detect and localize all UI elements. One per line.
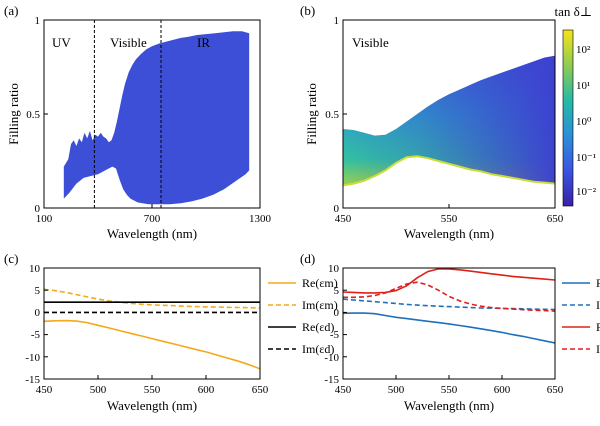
panel-c-xlabel: Wavelength (nm) xyxy=(107,398,197,413)
legend-entry: Re(εm) xyxy=(302,276,338,290)
panel-c-ytick-0: 0 xyxy=(35,307,41,319)
panel-d-ytick-m5: -5 xyxy=(330,329,340,341)
panel-b-ylabel: Filling ratio xyxy=(304,83,319,145)
panel-b-xtick-450: 450 xyxy=(335,213,352,225)
panel-a: (a) UV Visible IR 0 0.5 1 100 700 1300 W… xyxy=(4,3,272,241)
panel-a-ir-label: IR xyxy=(197,35,210,50)
panel-d-xlabel: Wavelength (nm) xyxy=(404,398,494,413)
panel-b-xtick-650: 650 xyxy=(547,213,564,225)
panel-b-ytick-0: 0 xyxy=(334,203,340,215)
panel-d-series-1 xyxy=(343,298,555,311)
panel-a-uv-label: UV xyxy=(52,35,71,50)
panel-c-legend: Re(εm) Im(εm) Re(εd) Im(εd) xyxy=(268,276,338,356)
panel-d: (d) 10 5 0 -5 -10 -15 450 500 550 600 65… xyxy=(300,251,600,413)
panel-c: (c) 10 5 0 -5 -10 -15 450 500 550 600 65… xyxy=(4,251,338,413)
panel-b-label: (b) xyxy=(300,3,315,18)
panel-c-ytick-5: 5 xyxy=(35,285,41,297)
panel-d-xtick-500: 500 xyxy=(388,384,405,396)
panel-c-series-0 xyxy=(44,319,260,370)
panel-d-ytick-10: 10 xyxy=(328,263,340,275)
panel-a-ytick-1: 1 xyxy=(35,15,41,27)
panel-a-ytick-0: 0 xyxy=(35,203,41,215)
panel-a-visible-label: Visible xyxy=(110,35,147,50)
legend-entry: Re(ε∥) xyxy=(596,276,600,290)
panel-c-xtick-500: 500 xyxy=(90,384,107,396)
panel-d-xtick-550: 550 xyxy=(441,384,458,396)
panel-a-xtick-100: 100 xyxy=(36,213,53,225)
panel-b-colorbar-tick-4: 10⁻¹ xyxy=(576,152,596,164)
panel-b-colorbar-tick-3: 10⁰ xyxy=(576,116,592,128)
panel-d-ytick-m10: -10 xyxy=(324,352,339,364)
panel-b-colorbar-tick-2: 10¹ xyxy=(576,80,590,92)
panel-a-filling-area xyxy=(63,31,250,205)
panel-c-ytick-m5: -5 xyxy=(31,329,41,341)
panel-b-visible-label: Visible xyxy=(352,35,389,50)
panel-d-series-3 xyxy=(343,281,555,312)
panel-c-ytick-m15: -15 xyxy=(25,374,40,386)
panel-d-ytick-0: 0 xyxy=(334,307,340,319)
panel-b-colorbar-label: tan δ⊥ xyxy=(555,4,592,19)
panel-b-colorbar-tick-1: 10² xyxy=(576,44,591,56)
panel-c-xtick-550: 550 xyxy=(144,384,161,396)
panel-d-series-2 xyxy=(343,268,555,294)
panel-a-ylabel: Filling ratio xyxy=(6,83,21,145)
panel-b-colorbar xyxy=(562,29,574,207)
panel-d-xtick-600: 600 xyxy=(494,384,511,396)
panel-c-xtick-450: 450 xyxy=(36,384,53,396)
panel-d-xtick-650: 650 xyxy=(547,384,564,396)
legend-entry: Im(ε⊥) xyxy=(596,342,600,356)
panel-a-ytick-05: 0.5 xyxy=(26,109,40,121)
panel-b-xlabel: Wavelength (nm) xyxy=(404,226,494,241)
panel-c-label: (c) xyxy=(4,251,18,266)
panel-d-ytick-5: 5 xyxy=(334,285,340,297)
panel-d-xtick-450: 450 xyxy=(335,384,352,396)
panel-c-frame xyxy=(43,267,261,380)
panel-a-xtick-1300: 1300 xyxy=(249,213,272,225)
panel-c-xtick-650: 650 xyxy=(252,384,269,396)
panel-d-label: (d) xyxy=(300,251,315,266)
panel-c-ytick-m10: -10 xyxy=(25,352,40,364)
panel-b-filling-area-shading xyxy=(343,55,555,186)
legend-entry: Re(εd) xyxy=(302,320,334,334)
panel-d-legend: Re(ε∥) Im(ε∥) Re(ε⊥) Im(ε⊥) xyxy=(562,276,600,356)
panel-a-xlabel: Wavelength (nm) xyxy=(107,226,197,241)
panel-d-ytick-m15: -15 xyxy=(324,374,339,386)
legend-entry: Im(εm) xyxy=(302,298,338,312)
panel-c-ytick-10: 10 xyxy=(29,263,41,275)
panel-b-ytick-05: 0.5 xyxy=(325,109,339,121)
panel-b-xtick-550: 550 xyxy=(441,213,458,225)
legend-entry: Im(ε∥) xyxy=(596,298,600,312)
panel-d-series-0 xyxy=(343,312,555,344)
panel-c-series-1 xyxy=(44,288,260,309)
legend-entry: Re(ε⊥) xyxy=(596,320,600,334)
panel-c-xtick-600: 600 xyxy=(198,384,215,396)
panel-b: (b) Visible 0 0.5 1 450 550 650 Waveleng… xyxy=(300,3,597,241)
panel-a-xtick-700: 700 xyxy=(144,213,161,225)
panel-b-ytick-1: 1 xyxy=(334,15,340,27)
panel-a-label: (a) xyxy=(4,3,18,18)
panel-b-lower-edge xyxy=(343,155,555,187)
legend-entry: Im(εd) xyxy=(302,342,334,356)
panel-b-colorbar-tick-5: 10⁻² xyxy=(576,186,597,198)
